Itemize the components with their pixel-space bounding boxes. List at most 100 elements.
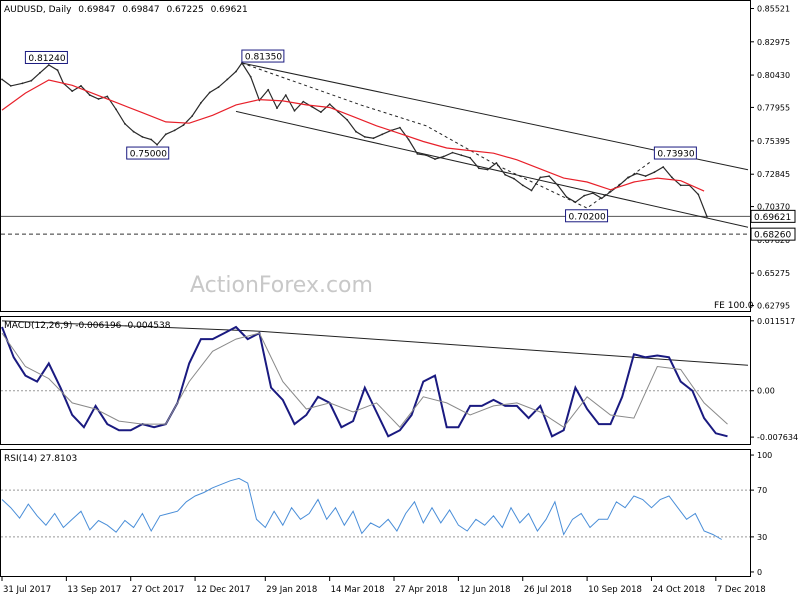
price-point — [1, 78, 3, 81]
price-point — [249, 75, 252, 78]
price-point — [200, 102, 202, 104]
rsi-axis-tick-label-3: 0 — [757, 568, 762, 577]
price-point — [635, 172, 638, 175]
x-tick-label-11: 7 Dec 2018 — [717, 585, 766, 595]
price-point — [56, 69, 59, 72]
price-point — [679, 184, 682, 187]
price-point — [115, 108, 117, 111]
price-point — [156, 143, 159, 146]
annotation-box-3 — [653, 146, 697, 160]
price-point — [97, 98, 100, 100]
price-point — [21, 82, 24, 85]
price-point — [372, 137, 375, 140]
symbol-title: AUDUSD, Daily — [4, 5, 72, 15]
annotation-label-1: 0.81350 — [245, 53, 282, 63]
price-point — [583, 194, 586, 197]
header-low: 0.67225 — [166, 5, 203, 15]
price-point — [226, 78, 229, 81]
price-point — [478, 167, 480, 170]
price-point — [80, 85, 82, 87]
price-point — [548, 175, 550, 178]
price-point — [539, 176, 542, 179]
price-point — [302, 100, 305, 103]
price-point — [486, 168, 489, 171]
x-tick-label-8: 26 Jul 2018 — [524, 585, 572, 595]
price-panel-title: AUDUSD, Daily 0.69847 0.69847 0.67225 0.… — [4, 5, 248, 15]
price-point — [469, 156, 471, 159]
price-point — [706, 215, 708, 218]
price-point — [460, 154, 463, 157]
price-point — [132, 130, 135, 133]
macd-axis-tick-label-2: -0.007634 — [757, 433, 798, 442]
price-point — [495, 162, 498, 164]
header-high: 0.69847 — [122, 5, 159, 15]
price-point — [697, 193, 700, 196]
price-point — [30, 79, 33, 82]
price-point — [407, 138, 410, 141]
price-point — [504, 173, 507, 176]
header-close: 0.69621 — [211, 5, 248, 15]
rsi-title: RSI(14) 27.8103 — [4, 454, 77, 464]
price-point — [355, 130, 357, 133]
rsi-line — [1, 477, 722, 540]
x-tick-label-7: 12 Jun 2018 — [459, 585, 510, 595]
price-point — [513, 177, 515, 180]
x-tick-label-9: 10 Sep 2018 — [588, 585, 642, 595]
macd-axis-tick-label-0: 0.011517 — [757, 317, 795, 326]
price-point — [451, 151, 454, 154]
price-point — [618, 184, 621, 187]
price-axis-tick-label-3: 0.77955 — [757, 103, 790, 112]
price-series-line — [1, 61, 708, 217]
header-open: 0.69847 — [78, 5, 115, 15]
price-point — [328, 103, 331, 106]
rsi-axis-tick-label-2: 30 — [757, 533, 767, 542]
macd-line — [1, 325, 728, 438]
price-point — [574, 201, 577, 204]
price-trendline-1 — [235, 110, 749, 228]
price-point — [425, 154, 428, 157]
price-axis-tick-label-6: 0.70370 — [757, 203, 790, 212]
x-tick-label-0: 31 Jul 2017 — [3, 585, 51, 595]
price-point — [662, 166, 665, 168]
price-point — [381, 133, 384, 136]
price-point — [609, 190, 612, 193]
price-point — [671, 176, 673, 179]
price-point — [88, 94, 91, 96]
price-point — [39, 71, 41, 74]
annotation-label-0: 0.81240 — [28, 54, 65, 64]
rsi-axis-tick-label-0: 100 — [757, 451, 772, 460]
price-point — [442, 155, 445, 158]
annotation-label-2: 0.75000 — [130, 150, 167, 160]
macd-trendline — [1, 320, 749, 366]
price-axis-tick-label-9: 0.62795 — [757, 302, 790, 311]
price-point — [530, 189, 533, 192]
moving-average-line — [1, 79, 705, 192]
price-point — [416, 153, 419, 155]
x-tick-label-1: 13 Sep 2017 — [67, 585, 121, 595]
price-axis-tick-label-8: 0.65275 — [757, 269, 790, 278]
price-point — [434, 158, 436, 161]
price-axis-tick-label-2: 0.80430 — [757, 71, 790, 80]
rsi-panel-frame — [0, 449, 751, 577]
price-point — [346, 119, 349, 121]
price-point — [164, 133, 167, 136]
price-point — [644, 175, 647, 178]
fe-label: FE 100.0 — [714, 301, 754, 311]
x-tick-label-4: 29 Jan 2018 — [266, 585, 317, 595]
price-point — [600, 197, 603, 200]
current-price-label: 0.69621 — [754, 213, 791, 223]
x-tick-label-3: 12 Dec 2017 — [196, 585, 250, 595]
price-point — [267, 88, 270, 91]
price-point — [521, 184, 524, 187]
macd-axis-tick-label-1: 0.00 — [757, 387, 775, 396]
price-point — [182, 124, 185, 126]
macd-title: MACD(12,26,9) -0.006196 -0.004538 — [4, 321, 171, 331]
price-point — [311, 105, 313, 108]
price-point — [191, 115, 194, 117]
price-point — [9, 85, 12, 87]
level-label-box — [750, 227, 796, 241]
x-tick-label-5: 14 Mar 2018 — [331, 585, 385, 595]
price-point — [141, 136, 144, 138]
price-point — [293, 109, 296, 112]
